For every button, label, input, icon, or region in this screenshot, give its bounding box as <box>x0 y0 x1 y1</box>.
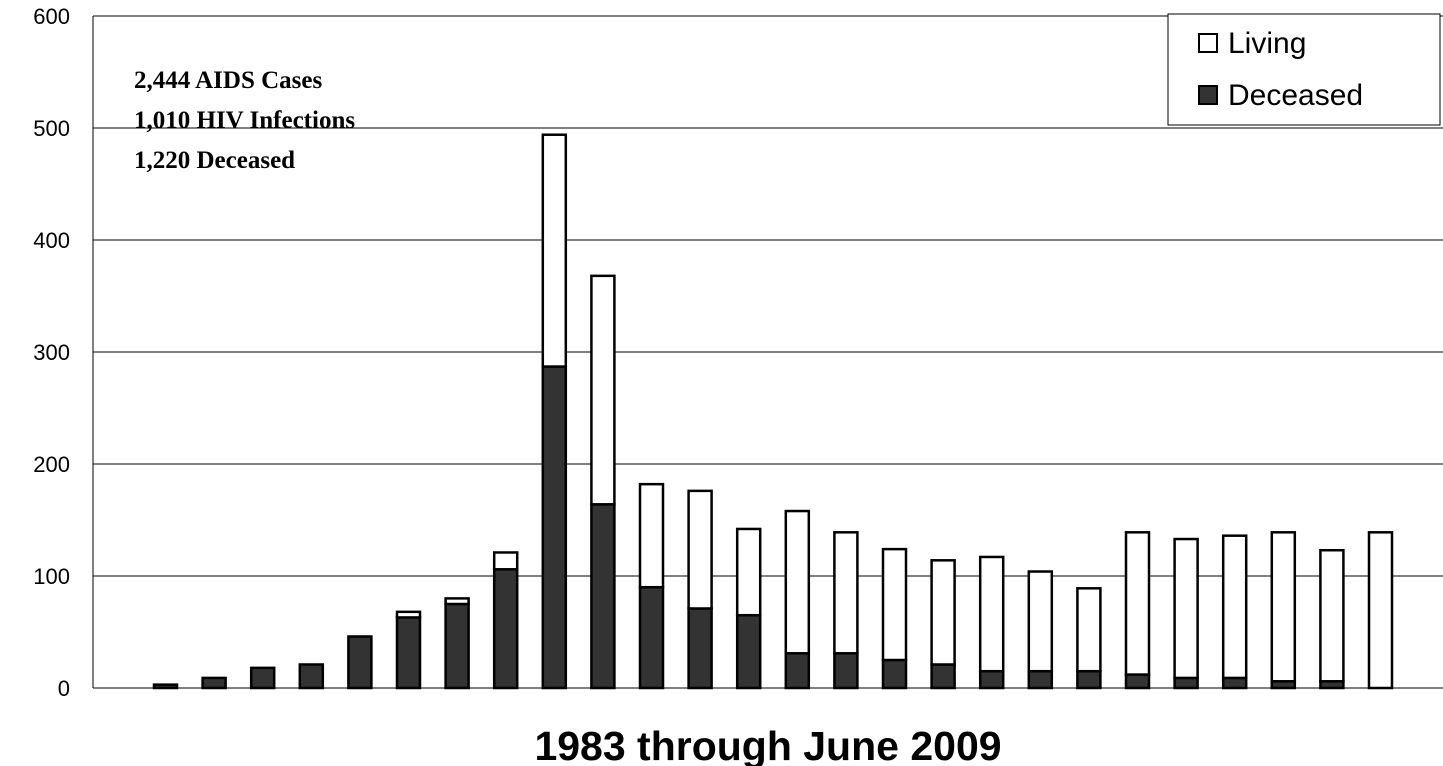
bar-deceased <box>492 568 519 690</box>
bar-living <box>1124 531 1151 676</box>
annotation-deceased: 1,220 Deceased <box>134 147 295 174</box>
y-tick-label: 100 <box>33 564 70 589</box>
bar-living <box>541 133 568 368</box>
y-tick-label: 600 <box>33 4 70 29</box>
bar-living <box>1270 531 1297 683</box>
bar-living <box>978 555 1005 673</box>
legend: Living Deceased <box>1167 13 1441 126</box>
bar-living <box>735 527 762 617</box>
y-axis-tick-labels: 0 100 200 300 400 500 600 <box>33 4 70 701</box>
bar-deceased <box>1027 669 1054 690</box>
bar-deceased <box>444 602 470 690</box>
y-tick-label: 300 <box>33 340 70 365</box>
bar-deceased <box>1173 676 1199 690</box>
bar-living <box>444 597 470 606</box>
legend-box <box>1167 13 1441 126</box>
legend-swatch-living <box>1198 33 1218 53</box>
bar-living <box>1173 537 1199 680</box>
bar-deceased <box>395 616 422 690</box>
bar-deceased <box>833 652 859 690</box>
bar-living <box>833 531 859 655</box>
annotation-hiv-infections: 1,010 HIV Infections <box>134 107 355 134</box>
bar-deceased <box>735 613 762 690</box>
bar-deceased <box>881 658 908 690</box>
bar-deceased <box>347 635 373 690</box>
bar-deceased <box>152 683 179 690</box>
y-tick-label: 0 <box>58 676 70 701</box>
legend-label-deceased: Deceased <box>1228 79 1363 112</box>
bar-deceased <box>1124 673 1151 690</box>
bar-deceased <box>1221 676 1248 690</box>
bar-living <box>881 547 908 662</box>
bar-living <box>492 551 519 571</box>
bar-deceased <box>1076 669 1102 690</box>
bar-deceased <box>930 663 956 690</box>
legend-label-living: Living <box>1228 27 1306 60</box>
bar-deceased <box>298 663 325 690</box>
bar-deceased <box>784 652 811 690</box>
bars <box>152 133 1394 690</box>
bar-living <box>930 559 956 666</box>
bar-living <box>1027 570 1054 673</box>
bar-living <box>784 509 811 655</box>
annotation-aids-cases: 2,444 AIDS Cases <box>134 67 322 94</box>
y-tick-label: 200 <box>33 452 70 477</box>
legend-swatch-deceased <box>1198 85 1218 105</box>
x-axis-title: 1983 through June 2009 <box>534 723 1001 766</box>
bar-living <box>1367 531 1394 690</box>
bar-deceased <box>687 607 713 690</box>
bar-living <box>1319 548 1345 683</box>
bar-deceased <box>590 503 616 690</box>
gridlines <box>93 15 1443 577</box>
bar-deceased <box>201 676 227 690</box>
bar-deceased <box>638 585 665 690</box>
bar-deceased <box>249 666 276 690</box>
bar-deceased <box>541 365 568 690</box>
bar-living <box>590 274 616 506</box>
y-tick-label: 400 <box>33 228 70 253</box>
axes <box>92 16 1443 689</box>
bar-living <box>395 610 422 619</box>
bar-living <box>638 482 665 589</box>
bar-living <box>687 489 713 610</box>
bar-living <box>1221 534 1248 680</box>
annotation-block: 2,444 AIDS Cases 1,010 HIV Infections 1,… <box>134 67 355 174</box>
y-tick-label: 500 <box>33 116 70 141</box>
bar-living <box>1076 587 1102 673</box>
bar-deceased <box>978 669 1005 690</box>
